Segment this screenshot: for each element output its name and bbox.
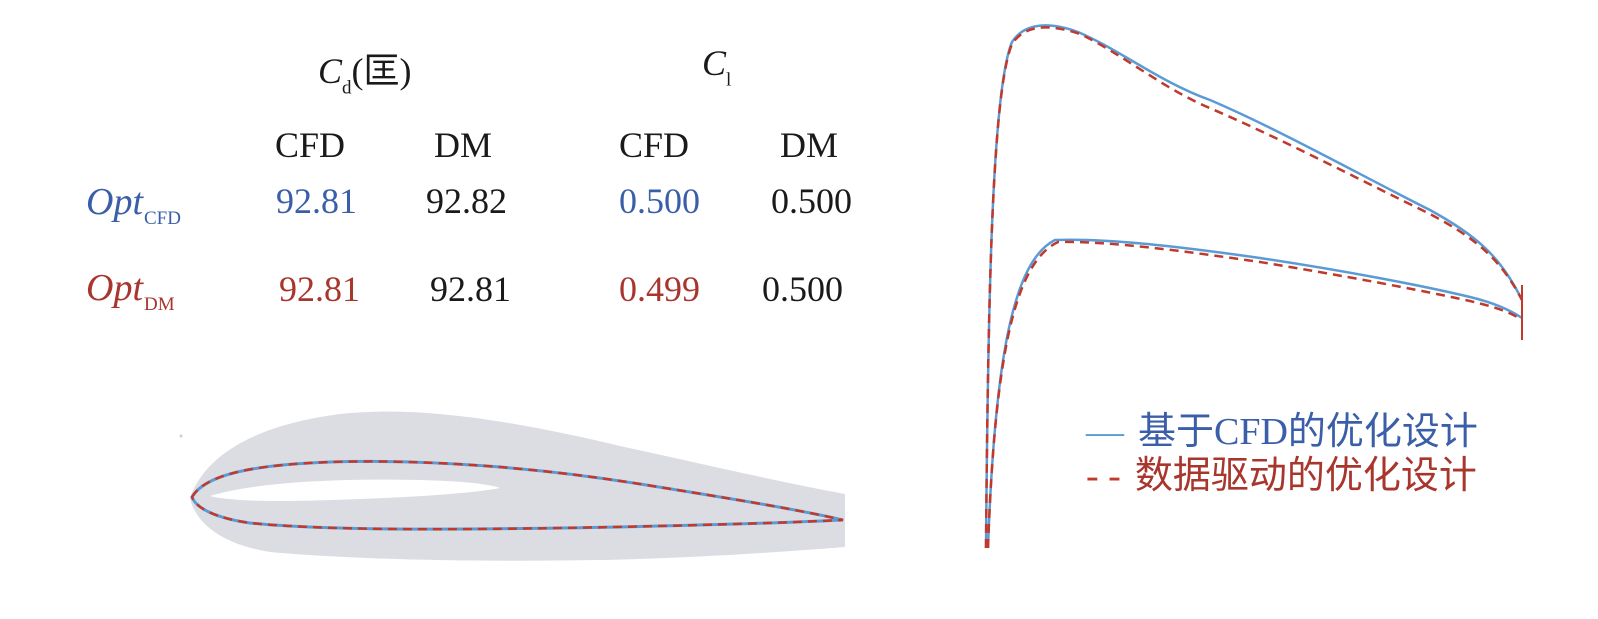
subheader-cd-dm: DM	[434, 125, 493, 165]
value-optcfd-cl-dm: 0.500	[771, 181, 852, 221]
value-optdm-cl-cfd: 0.499	[619, 269, 700, 309]
subheader-cl-dm: DM	[780, 125, 839, 165]
row-label-opt-dm-sub: DM	[144, 294, 175, 316]
legend-dashed-line-icon: - -	[1086, 455, 1121, 497]
value-optdm-cl-dm: 0.500	[762, 269, 843, 309]
legend-item-dm: - - 数据驱动的优化设计	[1086, 444, 1477, 499]
subheader-cl-cfd: CFD	[619, 125, 690, 165]
header-cd: Cd(匡)	[318, 42, 412, 99]
airfoil-dm-curve	[190, 460, 844, 531]
value-optdm-cd-cfd: 92.81	[279, 269, 360, 309]
value-optcfd-cd-dm: 92.82	[426, 181, 507, 221]
row-label-opt-dm: OptDM	[86, 266, 175, 316]
design-space-dot	[179, 434, 183, 438]
design-space-envelope	[190, 411, 845, 561]
row-label-opt-dm-main: Opt	[86, 267, 143, 309]
row-label-opt-cfd-sub: CFD	[144, 208, 181, 230]
lower-curve-dm	[986, 240, 1523, 549]
header-cl-subscript: l	[726, 69, 732, 91]
row-label-opt-cfd-main: Opt	[86, 181, 143, 223]
upper-curve-cfd	[984, 24, 1524, 549]
legend-item-cfd: — 基于CFD的优化设计	[1086, 400, 1478, 455]
header-cl: Cl	[702, 42, 731, 91]
value-optcfd-cl-cfd: 0.500	[619, 181, 700, 221]
row-label-opt-cfd: OptCFD	[86, 180, 181, 230]
header-cd-suffix: (匡)	[351, 51, 412, 91]
header-cl-symbol: C	[702, 43, 727, 83]
value-optcfd-cd-cfd: 92.81	[276, 181, 357, 221]
subheader-cd-cfd: CFD	[275, 125, 346, 165]
design-space-inner-gap	[210, 479, 500, 501]
legend-solid-line-icon: —	[1086, 411, 1124, 453]
value-optdm-cd-dm: 92.81	[430, 269, 511, 309]
header-cd-subscript: d	[342, 77, 352, 99]
legend-label-dm: 数据驱动的优化设计	[1134, 455, 1477, 497]
lower-curve-cfd	[986, 238, 1523, 549]
legend-label-cfd: 基于CFD的优化设计	[1138, 411, 1478, 453]
header-cd-symbol: C	[318, 51, 343, 91]
